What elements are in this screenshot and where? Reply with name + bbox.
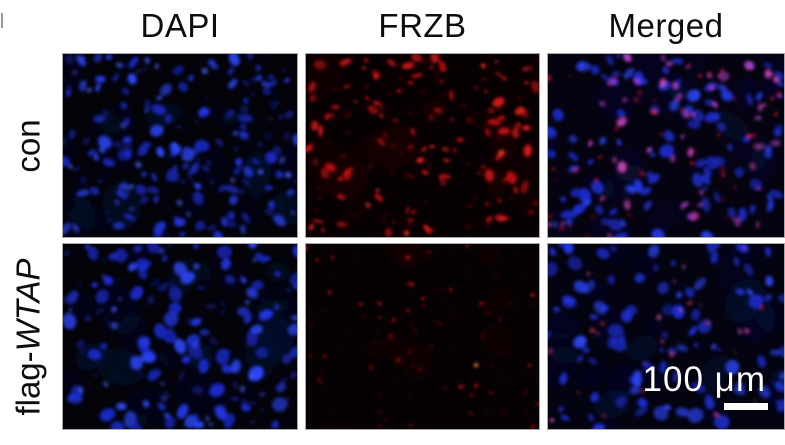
row-label-wtap-italic: WTAP [10, 257, 47, 351]
row-label-flag-wtap: flag-WTAP [0, 243, 58, 430]
column-header-merged: Merged [608, 7, 724, 44]
scale-bar-label: 100 μm [642, 360, 766, 399]
micrograph-flag-wtap-frzb [305, 243, 540, 430]
micrograph-image [62, 53, 298, 238]
row-label-con-text: con [10, 118, 47, 173]
micrograph-con-merged [547, 53, 785, 238]
micrograph-image [62, 243, 298, 430]
micrograph-image [547, 53, 785, 238]
column-header-frzb: FRZB [378, 7, 467, 44]
micrograph-con-dapi [62, 53, 298, 238]
micrograph-con-frzb [305, 53, 540, 238]
row-label-con: con [0, 53, 58, 238]
micrograph-image [305, 53, 540, 238]
column-header-dapi: DAPI [140, 7, 220, 44]
row-label-flag-prefix: flag- [10, 350, 47, 416]
micrograph-image [305, 243, 540, 430]
left-edge-artifact [1, 13, 3, 28]
scale-bar [724, 403, 768, 410]
micrograph-flag-wtap-merged: 100 μm [547, 243, 785, 430]
micrograph-flag-wtap-dapi [62, 243, 298, 430]
micrograph-image [547, 243, 785, 430]
panel-grid: 100 μm [62, 53, 785, 430]
